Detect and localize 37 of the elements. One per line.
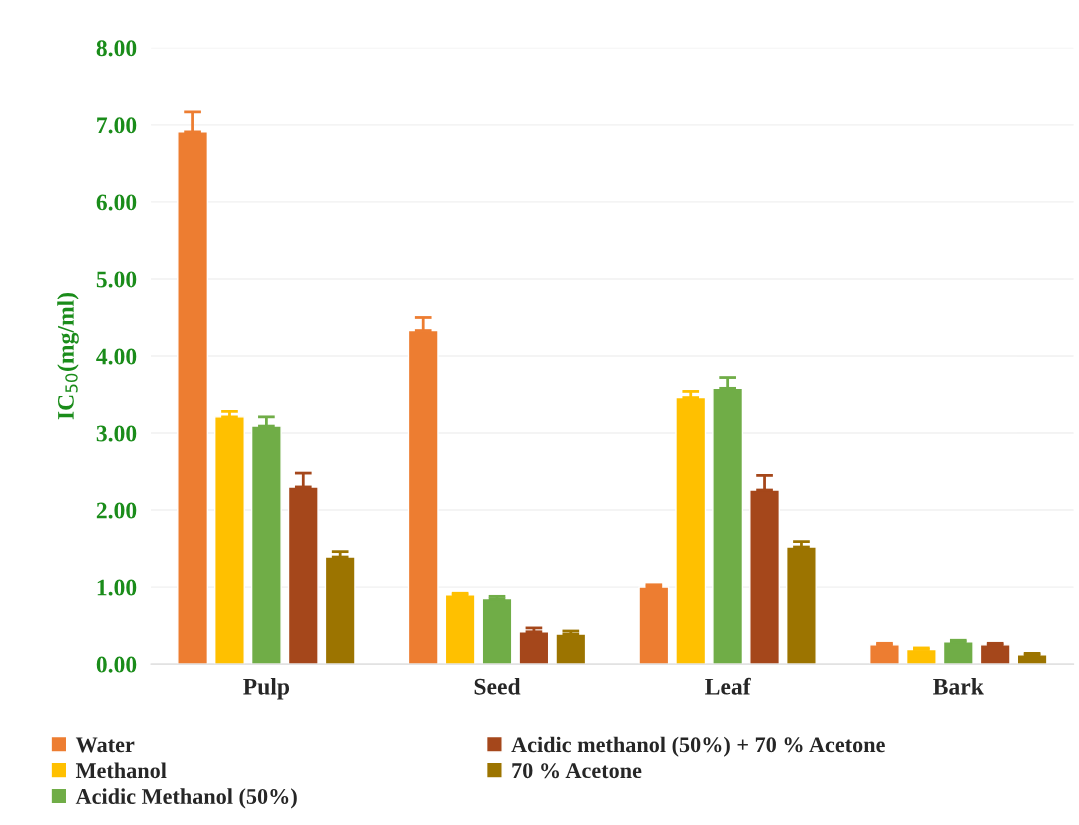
bar xyxy=(712,387,744,665)
y-tick-label: 6.00 xyxy=(96,194,137,211)
y-axis-title: IC$_{50}$(mg/ml) xyxy=(57,293,79,420)
legend-label: 70 % Acetone xyxy=(512,763,642,779)
bar xyxy=(942,641,974,665)
y-tick-label: 7.00 xyxy=(97,117,137,134)
bar xyxy=(555,633,587,665)
bar xyxy=(518,631,550,665)
y-tick-label: 0.00 xyxy=(96,656,137,673)
y-tick-label: 4.00 xyxy=(96,348,137,365)
bar xyxy=(481,597,513,665)
legend-label: Methanol xyxy=(75,762,167,779)
bar xyxy=(638,586,670,665)
bar xyxy=(177,131,209,665)
bar xyxy=(324,556,356,665)
legend-label: Acidic methanol (50%) + 70 % Acetone xyxy=(511,736,885,757)
y-tick-label: 1.00 xyxy=(97,579,137,596)
y-tick-label: 2.00 xyxy=(96,502,137,519)
x-tick-label: Seed xyxy=(474,678,521,695)
bar xyxy=(675,396,707,665)
bar xyxy=(979,644,1011,665)
y-tick-label: 5.00 xyxy=(96,271,137,288)
bar xyxy=(444,594,476,665)
x-tick-label: Leaf xyxy=(705,677,751,695)
bar xyxy=(287,486,319,665)
bar xyxy=(407,329,439,665)
y-tick-label: 3.00 xyxy=(96,425,137,442)
x-tick-label: Bark xyxy=(933,678,984,695)
y-tick-label: 8.00 xyxy=(96,40,137,57)
bar xyxy=(785,546,817,665)
bar xyxy=(214,416,245,665)
legend-label: Water xyxy=(75,737,135,753)
bar xyxy=(250,425,282,665)
x-tick-label: Pulp xyxy=(243,678,290,700)
legend-label: Acidic Methanol (50%) xyxy=(75,788,297,809)
bar xyxy=(869,644,900,665)
bar xyxy=(749,489,781,665)
